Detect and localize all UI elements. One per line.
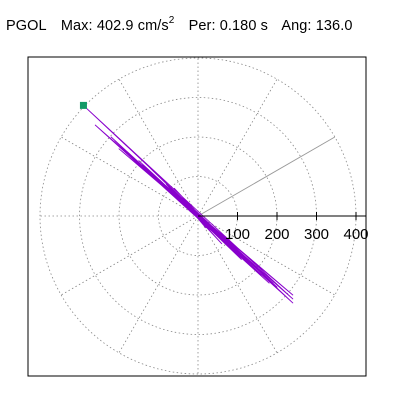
chart-header: PGOL Max: 402.9 cm/s2 Per: 0.180 s Ang: … [6,15,353,34]
trace-series-0 [82,104,294,304]
station-code: PGOL [6,17,47,34]
radial-tick-label-400: 400 [343,226,368,243]
marker-layer [79,101,87,109]
max-unit-exponent: 2 [168,15,175,26]
max-label: Max: [60,17,93,34]
spoke-120deg [118,78,199,217]
spoke-30deg [197,136,336,217]
radial-axis: 100 200 300 400 [198,212,369,243]
spoke-210deg [60,215,199,296]
ang-value: 136.0 [315,17,353,34]
ang-label: Ang: [281,17,312,34]
max-value: 402.9 [96,17,134,34]
per-label: Per: [188,17,216,34]
per-value: 0.180 s [219,17,268,34]
peak-marker [79,101,87,109]
radial-tick-label-300: 300 [304,226,329,243]
radial-tick-label-200: 200 [264,226,289,243]
radial-tick-label-100: 100 [225,226,250,243]
max-unit: cm/s [137,17,169,34]
trace-layer [82,104,294,304]
